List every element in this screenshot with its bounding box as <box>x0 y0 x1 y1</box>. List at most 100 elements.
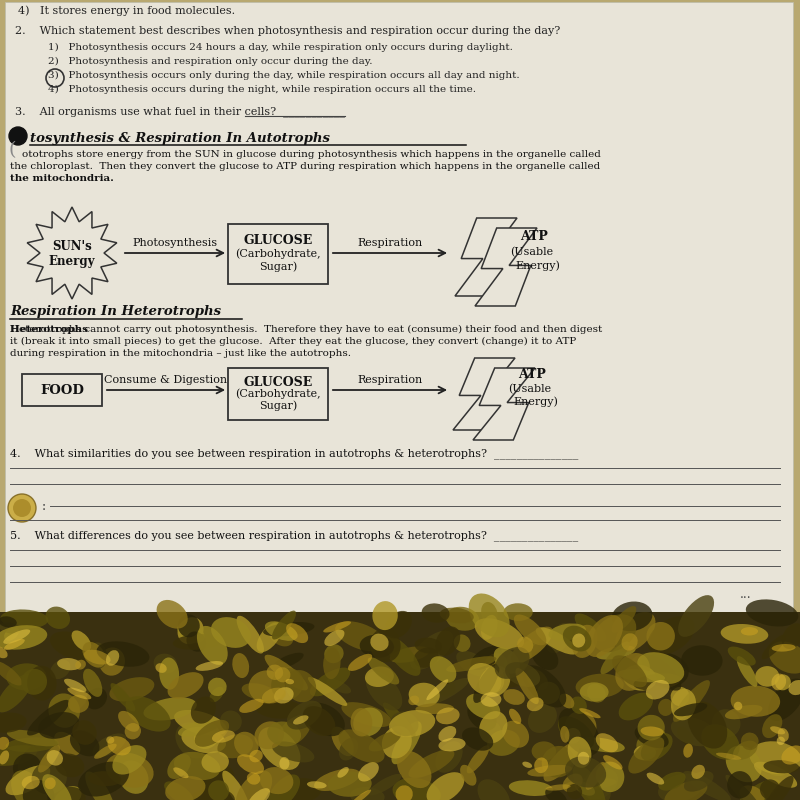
Ellipse shape <box>159 658 179 690</box>
Ellipse shape <box>470 646 502 670</box>
Ellipse shape <box>738 779 780 800</box>
Bar <box>228 224 328 284</box>
Ellipse shape <box>615 612 655 652</box>
Text: (Carbohydrate,: (Carbohydrate, <box>235 389 321 399</box>
Ellipse shape <box>370 628 401 662</box>
Ellipse shape <box>755 666 779 686</box>
Ellipse shape <box>572 625 598 658</box>
Ellipse shape <box>258 727 301 770</box>
Text: ototrophs store energy from the SUN in glucose during photosynthesis which happe: ototrophs store energy from the SUN in g… <box>22 150 601 159</box>
Ellipse shape <box>771 674 786 690</box>
Ellipse shape <box>6 663 46 690</box>
Ellipse shape <box>143 698 197 721</box>
Text: Energy): Energy) <box>513 397 558 407</box>
Ellipse shape <box>536 627 578 654</box>
Ellipse shape <box>266 665 283 680</box>
Ellipse shape <box>446 606 479 630</box>
Ellipse shape <box>762 714 782 738</box>
Ellipse shape <box>484 722 501 741</box>
Ellipse shape <box>728 646 756 666</box>
Text: Respiration: Respiration <box>358 238 422 248</box>
Ellipse shape <box>586 778 610 800</box>
Ellipse shape <box>424 678 470 706</box>
Ellipse shape <box>494 647 520 674</box>
Ellipse shape <box>324 644 344 663</box>
Ellipse shape <box>395 786 413 800</box>
Ellipse shape <box>278 778 322 800</box>
Ellipse shape <box>415 703 454 714</box>
Ellipse shape <box>596 762 624 792</box>
Ellipse shape <box>118 711 139 732</box>
Ellipse shape <box>178 719 220 737</box>
Ellipse shape <box>267 722 301 746</box>
Text: the chloroplast.  Then they convert the glucose to ATP during respiration which : the chloroplast. Then they convert the g… <box>10 162 600 171</box>
Ellipse shape <box>438 680 455 696</box>
Bar <box>5 2 793 710</box>
Ellipse shape <box>88 771 121 786</box>
Bar <box>22 374 102 406</box>
Ellipse shape <box>203 789 235 800</box>
Ellipse shape <box>410 630 454 670</box>
Ellipse shape <box>255 698 302 718</box>
Ellipse shape <box>370 634 389 651</box>
Ellipse shape <box>491 654 526 687</box>
Ellipse shape <box>702 724 740 760</box>
Ellipse shape <box>746 599 798 626</box>
Ellipse shape <box>618 693 653 720</box>
Ellipse shape <box>446 656 496 672</box>
Text: 1)   Photosynthesis occurs 24 hours a day, while respiration only occurs during : 1) Photosynthesis occurs 24 hours a day,… <box>48 43 513 52</box>
Ellipse shape <box>22 780 54 800</box>
Ellipse shape <box>112 745 146 774</box>
Ellipse shape <box>293 715 309 725</box>
Ellipse shape <box>260 767 294 794</box>
Ellipse shape <box>272 742 314 762</box>
Ellipse shape <box>596 734 618 752</box>
Ellipse shape <box>27 666 57 701</box>
Ellipse shape <box>658 774 703 800</box>
Ellipse shape <box>268 622 294 646</box>
Ellipse shape <box>27 700 69 735</box>
Ellipse shape <box>49 694 80 728</box>
Ellipse shape <box>678 595 714 637</box>
Ellipse shape <box>46 606 70 629</box>
Ellipse shape <box>167 754 191 779</box>
Ellipse shape <box>596 646 636 659</box>
Ellipse shape <box>674 703 707 716</box>
Ellipse shape <box>778 728 789 742</box>
Ellipse shape <box>94 744 117 758</box>
Text: Energy: Energy <box>49 254 95 267</box>
Ellipse shape <box>155 663 166 673</box>
Ellipse shape <box>671 689 696 720</box>
Ellipse shape <box>46 750 63 766</box>
Ellipse shape <box>543 742 580 782</box>
Ellipse shape <box>157 600 188 629</box>
Polygon shape <box>475 228 537 306</box>
Ellipse shape <box>430 656 456 682</box>
Ellipse shape <box>479 666 510 697</box>
Ellipse shape <box>422 603 450 622</box>
Ellipse shape <box>154 654 177 674</box>
Ellipse shape <box>265 654 308 690</box>
Ellipse shape <box>354 707 383 736</box>
Ellipse shape <box>369 731 401 751</box>
Ellipse shape <box>208 780 229 800</box>
Text: :: : <box>42 500 46 513</box>
Ellipse shape <box>534 758 548 773</box>
Ellipse shape <box>390 646 430 663</box>
Ellipse shape <box>90 642 107 669</box>
Ellipse shape <box>658 699 674 716</box>
Ellipse shape <box>242 683 276 701</box>
Ellipse shape <box>384 635 421 676</box>
Ellipse shape <box>565 757 606 787</box>
Ellipse shape <box>772 644 796 652</box>
Ellipse shape <box>741 733 758 750</box>
Ellipse shape <box>670 687 690 706</box>
Ellipse shape <box>220 710 242 732</box>
Ellipse shape <box>275 667 290 682</box>
Ellipse shape <box>178 614 200 638</box>
Ellipse shape <box>574 781 595 796</box>
Text: Photosynthesis: Photosynthesis <box>133 238 218 248</box>
Ellipse shape <box>265 622 298 641</box>
Ellipse shape <box>86 771 114 800</box>
Ellipse shape <box>246 788 270 800</box>
